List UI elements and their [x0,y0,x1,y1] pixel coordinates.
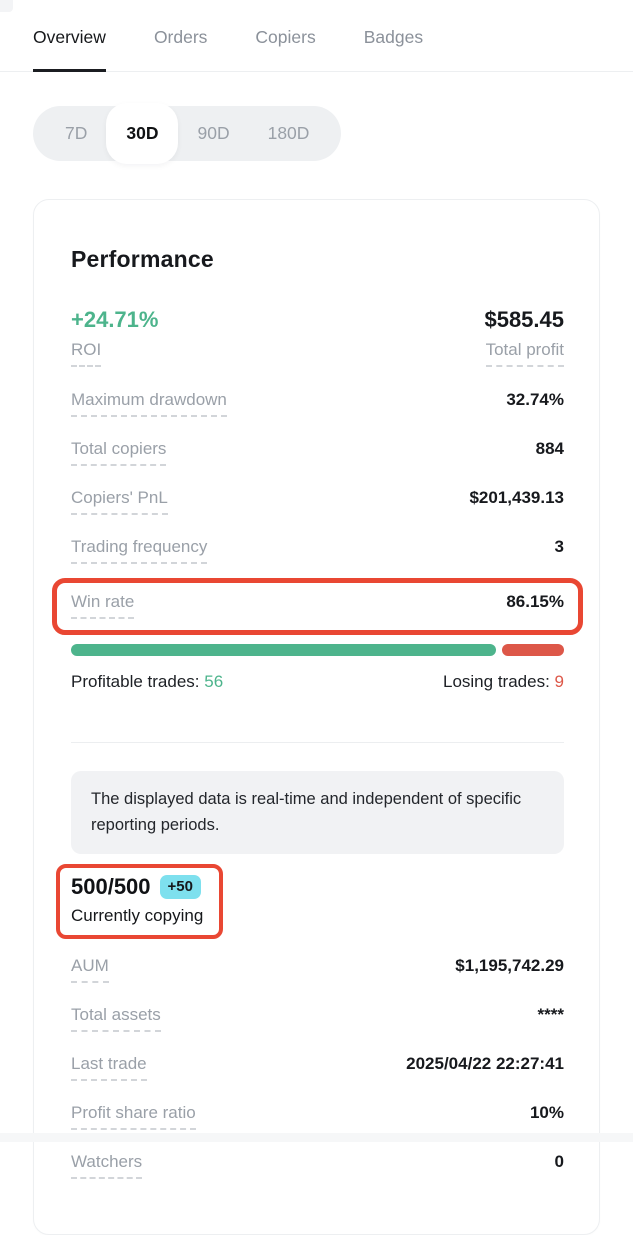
total-assets-label[interactable]: Total assets [71,1005,161,1033]
maximum-drawdown-label[interactable]: Maximum drawdown [71,390,227,417]
maximum-drawdown-value: 32.74% [506,390,564,409]
tab-badges[interactable]: Badges [363,27,424,47]
row-trading-frequency: Trading frequency 3 [71,526,564,575]
realtime-data-notice: The displayed data is real-time and inde… [71,771,564,855]
divider [71,742,564,743]
row-watchers: Watchers 0 [71,1141,564,1190]
corner-artifact [0,0,13,12]
profitable-trades: Profitable trades: 56 [71,672,223,692]
losing-trades: Losing trades: 9 [443,672,564,692]
copying-increment-badge: +50 [159,875,201,900]
win-rate-highlight-box: Win rate 86.15% [52,578,583,635]
detail-rows: AUM $1,195,742.29 Total assets **** Last… [71,945,564,1190]
trading-frequency-value: 3 [554,537,564,556]
trading-frequency-label[interactable]: Trading frequency [71,537,208,564]
profitable-trades-label: Profitable trades: [71,672,200,691]
next-section-edge [0,1133,633,1142]
total-copiers-value: 884 [535,439,564,458]
watchers-label[interactable]: Watchers [71,1152,143,1180]
card-title: Performance [71,246,214,272]
losing-trades-label: Losing trades: [443,672,550,691]
trades-summary: Profitable trades: 56 Losing trades: 9 [71,672,564,692]
row-copiers-pnl: Copiers' PnL $201,439.13 [71,477,564,526]
row-profit-share-ratio: Profit share ratio 10% [71,1092,564,1141]
total-copiers-label[interactable]: Total copiers [71,439,167,466]
currently-copying-highlight-box: 500/500 +50 Currently copying [56,864,224,940]
period-180d[interactable]: 180D [249,106,329,161]
period-30d[interactable]: 30D [106,103,179,164]
total-profit-value: $585.45 [484,307,564,332]
total-profit-block: $585.45 Total profit [484,307,564,367]
row-total-copiers: Total copiers 884 [71,428,564,477]
tab-copiers[interactable]: Copiers [255,27,316,47]
win-rate-value: 86.15% [506,592,564,611]
period-selector: 7D 30D 90D 180D [33,103,342,164]
tab-overview[interactable]: Overview [33,0,106,72]
copying-count-line: 500/500 +50 [71,874,203,900]
profit-share-ratio-label[interactable]: Profit share ratio [71,1103,196,1131]
period-90d[interactable]: 90D [178,106,248,161]
roi-block: +24.71% ROI [71,307,158,367]
profit-share-ratio-value: 10% [529,1103,564,1123]
currently-copying-label: Currently copying [71,906,204,926]
row-last-trade: Last trade 2025/04/22 22:27:41 [71,1043,564,1092]
stat-rows: Maximum drawdown 32.74% Total copiers 88… [52,379,583,635]
roi-value: +24.71% [71,307,159,332]
aum-label[interactable]: AUM [71,956,109,984]
row-total-assets: Total assets **** [71,994,564,1043]
copiers-pnl-value: $201,439.13 [469,488,564,507]
period-7d[interactable]: 7D [46,106,106,161]
win-rate-bar-green [71,644,496,656]
win-rate-label[interactable]: Win rate [71,592,135,619]
win-rate-bar [71,644,564,656]
profitable-trades-value: 56 [204,672,224,691]
win-rate-bar-red [501,644,564,656]
row-win-rate: Win rate 86.15% [71,584,564,627]
top-tab-bar: Overview Orders Copiers Badges [0,0,633,72]
row-aum: AUM $1,195,742.29 [71,945,564,994]
roi-label[interactable]: ROI [71,340,102,367]
watchers-value: 0 [554,1152,564,1172]
copying-count: 500/500 [71,874,151,900]
losing-trades-value: 9 [554,672,564,691]
last-trade-value: 2025/04/22 22:27:41 [406,1054,564,1074]
copiers-pnl-label[interactable]: Copiers' PnL [71,488,168,515]
total-profit-label[interactable]: Total profit [485,340,564,367]
total-assets-value: **** [537,1005,564,1025]
tab-orders[interactable]: Orders [153,27,208,47]
performance-card: Performance +24.71% ROI $585.45 Total pr… [33,199,600,1235]
aum-value: $1,195,742.29 [455,956,564,976]
hero-stats: +24.71% ROI $585.45 Total profit [71,307,564,367]
row-maximum-drawdown: Maximum drawdown 32.74% [71,379,564,428]
last-trade-label[interactable]: Last trade [71,1054,147,1082]
